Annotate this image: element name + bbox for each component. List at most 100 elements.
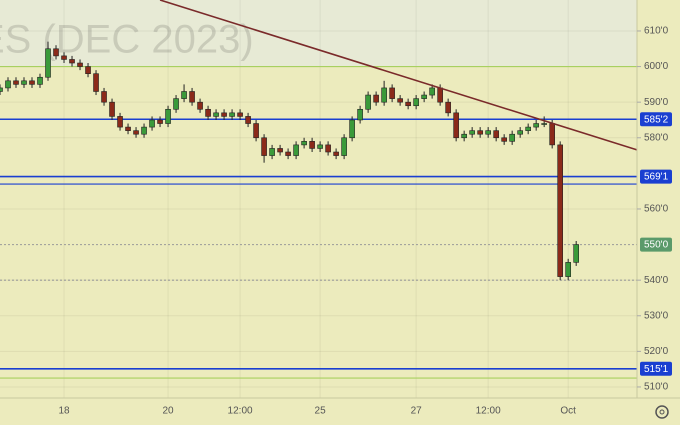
candle-body xyxy=(357,108,363,121)
price-tag xyxy=(640,169,672,184)
candle-body xyxy=(269,148,275,156)
price-tag-label: 550'0 xyxy=(644,240,669,251)
candle-body xyxy=(437,87,443,103)
price-tag xyxy=(640,237,672,252)
candle-body xyxy=(125,126,131,131)
y-tick-label: 510'0 xyxy=(644,382,669,393)
candle-body xyxy=(509,133,515,142)
price-tag xyxy=(640,361,672,376)
x-tick-label: 27 xyxy=(411,406,423,417)
candle-body xyxy=(557,144,563,277)
candle-body xyxy=(69,59,75,64)
candle-body xyxy=(517,130,523,135)
candle-body xyxy=(157,119,163,124)
trendline xyxy=(159,0,638,151)
candle-body xyxy=(141,126,147,135)
candle-body xyxy=(373,94,379,103)
price-tag xyxy=(640,112,672,127)
candle-body xyxy=(229,112,235,117)
upper-zone xyxy=(0,0,637,67)
candle-body xyxy=(45,48,51,78)
candle-body xyxy=(61,55,67,60)
candle-body xyxy=(405,101,411,107)
candle-body xyxy=(533,123,539,128)
candle-body xyxy=(237,112,243,117)
watermark: ES (DEC 2023) xyxy=(0,18,254,62)
candle-body xyxy=(277,148,283,153)
candle-body xyxy=(293,144,299,156)
x-tick-label: 12:00 xyxy=(476,406,501,417)
candle-body xyxy=(173,98,179,110)
y-tick-label: 560'0 xyxy=(644,204,669,215)
x-tick-label: 20 xyxy=(162,406,174,417)
candle-body xyxy=(381,87,387,103)
candle-body xyxy=(0,87,3,92)
y-tick-label: 520'0 xyxy=(644,346,669,357)
candle-body xyxy=(133,130,139,135)
y-tick-label: 580'0 xyxy=(644,132,669,143)
plot-area: ES (DEC 2023) xyxy=(0,0,638,398)
candle-body xyxy=(29,80,35,85)
price-tag-label: 569'1 xyxy=(644,172,669,183)
x-tick-label: 12:00 xyxy=(228,406,253,417)
candle-body xyxy=(477,130,483,135)
candle-body xyxy=(413,98,419,107)
candle-body xyxy=(21,80,27,85)
candle-body xyxy=(429,87,435,96)
y-tick-label: 600'0 xyxy=(644,61,669,72)
candle-body xyxy=(197,101,203,110)
y-tick-label: 610'0 xyxy=(644,26,669,37)
candle-body xyxy=(181,91,187,99)
candle-body xyxy=(85,66,91,74)
candle-body xyxy=(573,244,579,263)
price-tag-label: 515'1 xyxy=(644,364,669,375)
candle-body xyxy=(205,108,211,117)
candle-body xyxy=(301,141,307,146)
candle-body xyxy=(525,126,531,131)
settings-center[interactable] xyxy=(659,409,665,415)
candle-body xyxy=(493,130,499,139)
candle-body xyxy=(421,94,427,99)
candle-body xyxy=(37,76,43,85)
candle-body xyxy=(317,144,323,149)
y-tick-label: 530'0 xyxy=(644,310,669,321)
candle-body xyxy=(149,119,155,128)
candle-body xyxy=(453,112,459,139)
candle-body xyxy=(261,137,267,156)
candle-body xyxy=(245,116,251,124)
candle-body xyxy=(397,98,403,103)
candle-body xyxy=(365,94,371,110)
candle-body xyxy=(221,112,227,117)
candle-body xyxy=(253,123,259,139)
candle-body xyxy=(13,80,19,85)
x-tick-label: 25 xyxy=(315,406,327,417)
candle-body xyxy=(565,262,571,277)
settings-icon[interactable] xyxy=(655,405,669,419)
price-tag-label: 585'2 xyxy=(644,114,669,125)
x-tick-label: 18 xyxy=(58,406,70,417)
candle-body xyxy=(101,91,107,103)
candle-body xyxy=(213,112,219,117)
candle-body xyxy=(117,116,123,128)
candle-body xyxy=(541,123,547,125)
candle-body xyxy=(5,80,11,89)
candle-body xyxy=(485,130,491,135)
candle-body xyxy=(309,141,315,149)
candle-body xyxy=(549,123,555,146)
candle-body xyxy=(389,87,395,99)
candle-body xyxy=(93,73,99,92)
candle-body xyxy=(461,133,467,139)
candle-body xyxy=(53,48,59,57)
y-tick-label: 590'0 xyxy=(644,97,669,108)
settings-gear[interactable] xyxy=(655,405,669,419)
candle-body xyxy=(285,151,291,156)
candle-body xyxy=(333,151,339,156)
candle-body xyxy=(469,130,475,135)
y-tick-label: 540'0 xyxy=(644,275,669,286)
candle-body xyxy=(501,137,507,142)
candle-body xyxy=(325,144,331,153)
candle-body xyxy=(445,101,451,114)
candle-body xyxy=(165,108,171,124)
